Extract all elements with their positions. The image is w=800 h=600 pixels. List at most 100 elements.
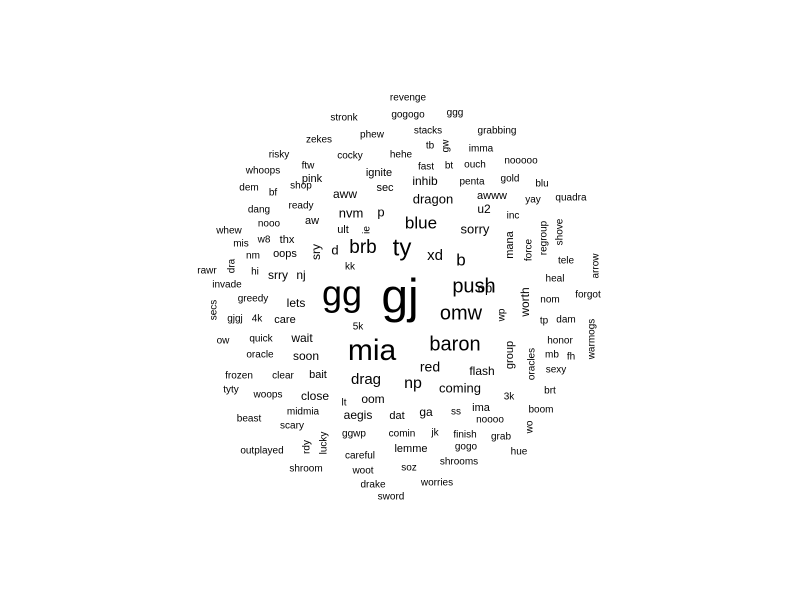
word-shop: shop xyxy=(290,181,312,192)
word-regroup: regroup xyxy=(539,220,550,255)
word-revenge: revenge xyxy=(390,93,427,104)
word-finish: finish xyxy=(453,430,476,441)
word-gw: gw xyxy=(441,139,452,153)
word-baron: baron xyxy=(429,333,480,355)
word-mana: mana xyxy=(504,230,516,258)
word-forgot: forgot xyxy=(575,290,601,301)
word-ie: ie xyxy=(362,226,373,234)
word-risky: risky xyxy=(269,150,290,161)
word-aegis: aegis xyxy=(344,408,373,422)
word-arrow: arrow xyxy=(591,253,602,279)
word-ready: ready xyxy=(288,201,313,212)
word-lucky: lucky xyxy=(319,432,330,455)
word-stronk: stronk xyxy=(330,113,358,124)
word-ult: ult xyxy=(337,224,349,236)
word-scary: scary xyxy=(280,421,304,432)
word-ga: ga xyxy=(419,405,433,419)
word-yay: yay xyxy=(525,195,541,206)
word-sec: sec xyxy=(376,182,394,194)
word-drag: drag xyxy=(351,371,381,388)
word-4k: 4k xyxy=(252,314,264,325)
word-zekes: zekes xyxy=(306,135,332,146)
word-5k: 5k xyxy=(353,322,365,333)
word-hue: hue xyxy=(511,447,528,458)
word-nm: nm xyxy=(246,251,260,262)
word-tp: tp xyxy=(540,316,549,327)
word-oom: oom xyxy=(361,392,384,406)
word-woot: woot xyxy=(351,466,373,477)
word-drake: drake xyxy=(360,480,385,491)
word-quadra: quadra xyxy=(555,193,587,204)
word-whoops: whoops xyxy=(245,166,280,177)
word-imma: imma xyxy=(469,144,494,155)
word-gjgj: gjgj xyxy=(227,314,243,325)
word-dem: dem xyxy=(239,183,258,194)
word-nvm: nvm xyxy=(339,205,364,220)
word-grabbing: grabbing xyxy=(478,126,517,137)
word-mb: mb xyxy=(545,350,559,361)
word-mia: mia xyxy=(348,334,397,367)
word-gogo: gogo xyxy=(455,442,478,453)
word-phew: phew xyxy=(360,130,385,141)
word-oracle: oracle xyxy=(246,350,274,361)
word-shove: shove xyxy=(555,218,566,245)
word-ty: ty xyxy=(393,234,412,261)
word-lets: lets xyxy=(287,296,306,310)
word-jk: jk xyxy=(430,428,439,439)
word-brb: brb xyxy=(349,237,376,258)
word-dragon: dragon xyxy=(413,191,453,206)
word-gj: gj xyxy=(381,271,418,324)
word-careful: careful xyxy=(345,451,375,462)
word-force: force xyxy=(524,238,535,261)
word-3k: 3k xyxy=(504,392,516,403)
word-oops: oops xyxy=(273,248,297,260)
word-rdy: rdy xyxy=(302,440,313,454)
word-close: close xyxy=(301,389,329,403)
word-dra: dra xyxy=(227,258,238,273)
word-ggwp: ggwp xyxy=(342,429,366,440)
word-inhib: inhib xyxy=(412,174,438,188)
word-sword: sword xyxy=(378,492,405,503)
word-soon: soon xyxy=(293,349,319,363)
word-push: push xyxy=(452,275,495,297)
word-nj: nj xyxy=(296,268,305,282)
word-boom: boom xyxy=(528,405,553,416)
word-awww: awww xyxy=(477,190,507,202)
word-ss: ss xyxy=(451,407,461,418)
word-bf: bf xyxy=(269,188,278,199)
word-hi: hi xyxy=(251,267,259,278)
word-wait: wait xyxy=(290,331,313,345)
word-bait: bait xyxy=(309,369,327,381)
word-shrooms: shrooms xyxy=(440,457,478,468)
word-tb: tb xyxy=(426,141,435,152)
word-aww: aww xyxy=(333,187,357,201)
word-mis: mis xyxy=(233,239,249,250)
word-nom: nom xyxy=(540,295,559,306)
word-gold: gold xyxy=(501,174,520,185)
word-greedy: greedy xyxy=(238,294,269,305)
word-dat: dat xyxy=(389,410,404,422)
word-flash: flash xyxy=(469,364,494,378)
word-nooo: nooo xyxy=(258,219,281,230)
word-penta: penta xyxy=(459,177,484,188)
word-gogogo: gogogo xyxy=(391,110,425,121)
word-ignite: ignite xyxy=(366,167,392,179)
word-warmogs: warmogs xyxy=(587,319,598,361)
word-stacks: stacks xyxy=(414,126,442,137)
word-blue: blue xyxy=(405,213,437,232)
word-invade: invade xyxy=(212,280,242,291)
word-dang: dang xyxy=(248,205,270,216)
word-honor: honor xyxy=(547,336,573,347)
word-beast: beast xyxy=(237,414,262,425)
word-frozen: frozen xyxy=(225,371,253,382)
word-fast: fast xyxy=(418,162,434,173)
word-midmia: midmia xyxy=(287,407,320,418)
word-hehe: hehe xyxy=(390,150,413,161)
word-woops: woops xyxy=(253,390,283,401)
word-whew: whew xyxy=(215,226,242,237)
word-np: np xyxy=(404,375,422,392)
word-wp: wp xyxy=(497,308,508,322)
word-u2: u2 xyxy=(477,202,491,216)
